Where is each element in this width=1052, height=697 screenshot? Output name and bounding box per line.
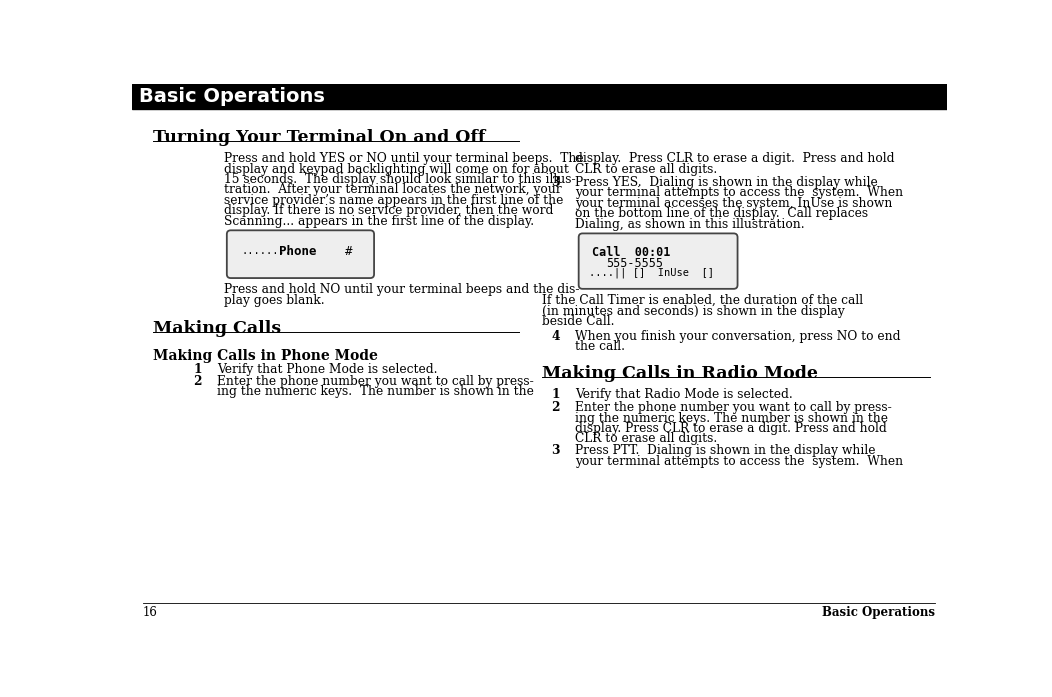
Text: Enter the phone number you want to call by press-: Enter the phone number you want to call … xyxy=(217,375,533,388)
Text: When you finish your conversation, press NO to end: When you finish your conversation, press… xyxy=(574,330,901,343)
Text: service provider’s name appears in the first line of the: service provider’s name appears in the f… xyxy=(224,194,564,207)
Text: ing the numeric keys. The number is shown in the: ing the numeric keys. The number is show… xyxy=(574,412,888,424)
Text: 1: 1 xyxy=(194,362,202,376)
Text: 555-5555: 555-5555 xyxy=(606,257,663,270)
Text: Basic Operations: Basic Operations xyxy=(139,87,325,106)
Text: CLR to erase all digits.: CLR to erase all digits. xyxy=(574,432,717,445)
Text: ....|| []  InUse  []: ....|| [] InUse [] xyxy=(589,267,713,278)
Text: Making Calls: Making Calls xyxy=(154,320,281,337)
FancyBboxPatch shape xyxy=(227,230,375,278)
Text: 4: 4 xyxy=(551,330,560,343)
Text: Turning Your Terminal On and Off: Turning Your Terminal On and Off xyxy=(154,129,486,146)
Text: Scanning... appears in the first line of the display.: Scanning... appears in the first line of… xyxy=(224,215,534,227)
Text: Basic Operations: Basic Operations xyxy=(823,606,935,619)
FancyBboxPatch shape xyxy=(579,233,737,289)
Text: display.  Press CLR to erase a digit.  Press and hold: display. Press CLR to erase a digit. Pre… xyxy=(574,152,894,165)
Text: 2: 2 xyxy=(194,375,202,388)
Text: 3: 3 xyxy=(551,445,560,457)
Text: 2: 2 xyxy=(551,401,560,414)
Text: Dialing, as shown in this illustration.: Dialing, as shown in this illustration. xyxy=(574,217,805,231)
Text: If the Call Timer is enabled, the duration of the call: If the Call Timer is enabled, the durati… xyxy=(542,294,864,307)
Text: 1: 1 xyxy=(551,388,560,401)
Text: play goes blank.: play goes blank. xyxy=(224,294,325,307)
Text: Press YES.  Dialing is shown in the display while: Press YES. Dialing is shown in the displ… xyxy=(574,176,877,189)
Text: the call.: the call. xyxy=(574,340,625,353)
Text: Verify that Radio Mode is selected.: Verify that Radio Mode is selected. xyxy=(574,388,792,401)
Text: ing the numeric keys.  The number is shown in the: ing the numeric keys. The number is show… xyxy=(217,385,533,398)
Text: Verify that Phone Mode is selected.: Verify that Phone Mode is selected. xyxy=(217,362,438,376)
Text: display and keypad backlighting will come on for about: display and keypad backlighting will com… xyxy=(224,162,569,176)
Bar xyxy=(132,84,947,109)
Text: display. Press CLR to erase a digit. Press and hold: display. Press CLR to erase a digit. Pre… xyxy=(574,422,887,435)
Text: Making Calls in Radio Mode: Making Calls in Radio Mode xyxy=(542,365,818,382)
Text: Phone: Phone xyxy=(279,245,317,258)
Text: ........: ........ xyxy=(242,246,291,256)
Text: (in minutes and seconds) is shown in the display: (in minutes and seconds) is shown in the… xyxy=(542,305,845,318)
Text: Press and hold NO until your terminal beeps and the dis-: Press and hold NO until your terminal be… xyxy=(224,284,580,296)
Text: Press and hold YES or NO until your terminal beeps.  The: Press and hold YES or NO until your term… xyxy=(224,152,584,165)
Text: #: # xyxy=(345,245,352,258)
Text: 15 seconds.  The display should look similar to this illus-: 15 seconds. The display should look simi… xyxy=(224,173,576,186)
Text: Making Calls in Phone Mode: Making Calls in Phone Mode xyxy=(154,349,378,363)
Text: 3: 3 xyxy=(551,176,560,189)
Text: your terminal attempts to access the  system.  When: your terminal attempts to access the sys… xyxy=(574,186,903,199)
Text: Enter the phone number you want to call by press-: Enter the phone number you want to call … xyxy=(574,401,891,414)
Text: 16: 16 xyxy=(143,606,158,619)
Text: beside Call.: beside Call. xyxy=(542,315,614,328)
Text: your terminal attempts to access the  system.  When: your terminal attempts to access the sys… xyxy=(574,454,903,468)
Text: tration.  After your terminal locates the network, your: tration. After your terminal locates the… xyxy=(224,183,562,197)
Text: on the bottom line of the display.  Call replaces: on the bottom line of the display. Call … xyxy=(574,207,868,220)
Text: your terminal accesses the system, InUse is shown: your terminal accesses the system, InUse… xyxy=(574,197,892,210)
Text: Call  00:01: Call 00:01 xyxy=(592,247,670,259)
Text: CLR to erase all digits.: CLR to erase all digits. xyxy=(574,162,717,176)
Text: Press PTT.  Dialing is shown in the display while: Press PTT. Dialing is shown in the displ… xyxy=(574,445,875,457)
Text: display. If there is no service provider, then the word: display. If there is no service provider… xyxy=(224,204,553,217)
